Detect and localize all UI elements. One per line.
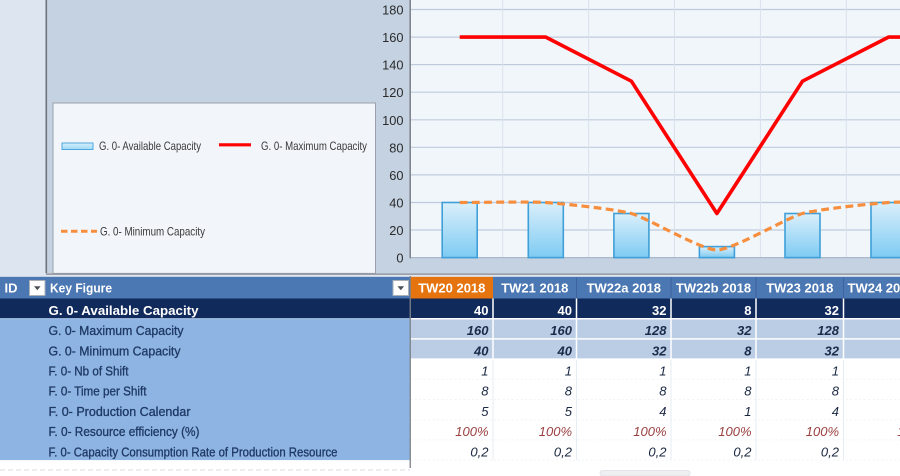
svg-text:F. 0- Capacity Consumption Rat: F. 0- Capacity Consumption Rate of Produ…: [49, 444, 338, 459]
svg-text:0,2: 0,2: [821, 444, 840, 459]
svg-text:ID: ID: [5, 281, 18, 296]
svg-text:40: 40: [557, 343, 573, 358]
svg-text:128: 128: [817, 323, 839, 338]
svg-text:1: 1: [481, 364, 488, 379]
svg-text:8: 8: [744, 343, 752, 358]
svg-text:1: 1: [659, 364, 666, 379]
svg-text:100: 100: [382, 113, 403, 128]
svg-text:40: 40: [389, 196, 403, 211]
svg-text:100%: 100%: [806, 424, 839, 439]
svg-text:G. 0- Available Capacity: G. 0- Available Capacity: [99, 139, 201, 153]
svg-text:0,2: 0,2: [648, 444, 667, 459]
svg-text:40: 40: [474, 303, 488, 318]
svg-text:32: 32: [825, 303, 839, 318]
svg-text:8: 8: [744, 303, 751, 318]
svg-text:100%: 100%: [897, 424, 900, 439]
svg-text:TW22a 2018: TW22a 2018: [587, 281, 661, 296]
svg-text:0,2: 0,2: [470, 444, 489, 459]
svg-text:F. 0- Resource efficiency (%): F. 0- Resource efficiency (%): [49, 424, 200, 439]
svg-text:32: 32: [737, 323, 752, 338]
svg-text:100%: 100%: [718, 424, 751, 439]
svg-text:G. 0- Maximum Capacity: G. 0- Maximum Capacity: [261, 139, 367, 153]
svg-text:0,2: 0,2: [554, 444, 573, 459]
svg-text:100%: 100%: [633, 424, 666, 439]
svg-text:Key Figure: Key Figure: [50, 281, 112, 296]
svg-text:8: 8: [744, 384, 752, 399]
svg-text:G. 0- Available Capacity: G. 0- Available Capacity: [49, 303, 200, 318]
svg-text:4: 4: [832, 404, 839, 419]
svg-text:32: 32: [652, 343, 667, 358]
svg-text:8: 8: [565, 384, 573, 399]
svg-text:180: 180: [382, 3, 403, 18]
svg-text:32: 32: [652, 303, 666, 318]
svg-text:8: 8: [481, 384, 489, 399]
svg-text:160: 160: [550, 323, 572, 338]
svg-text:TW20 2018: TW20 2018: [418, 281, 485, 296]
svg-text:128: 128: [645, 323, 667, 338]
svg-text:8: 8: [659, 384, 667, 399]
svg-text:40: 40: [558, 303, 572, 318]
svg-text:1: 1: [565, 364, 572, 379]
svg-text:100%: 100%: [455, 424, 488, 439]
svg-text:1: 1: [832, 364, 839, 379]
svg-text:TW21 2018: TW21 2018: [501, 281, 568, 296]
svg-text:140: 140: [382, 58, 403, 73]
svg-text:1: 1: [744, 404, 751, 419]
svg-text:0: 0: [396, 251, 403, 266]
svg-text:G. 0- Maximum Capacity: G. 0- Maximum Capacity: [49, 323, 184, 338]
svg-text:5: 5: [481, 404, 489, 419]
svg-text:120: 120: [382, 85, 403, 100]
svg-text:60: 60: [389, 168, 403, 183]
svg-text:TW22b 2018: TW22b 2018: [676, 281, 751, 296]
svg-text:160: 160: [382, 30, 403, 45]
svg-text:TW23 2018: TW23 2018: [766, 281, 833, 296]
svg-text:40: 40: [473, 343, 489, 358]
svg-text:160: 160: [467, 323, 489, 338]
svg-text:G. 0- Minimum Capacity: G. 0- Minimum Capacity: [49, 343, 181, 358]
svg-text:100%: 100%: [539, 424, 572, 439]
svg-text:0,2: 0,2: [733, 444, 752, 459]
svg-text:80: 80: [389, 140, 403, 155]
svg-text:F. 0- Production Calendar: F. 0- Production Calendar: [49, 404, 192, 419]
svg-text:8: 8: [832, 384, 840, 399]
svg-text:5: 5: [565, 404, 573, 419]
svg-text:32: 32: [825, 343, 840, 358]
svg-text:4: 4: [659, 404, 666, 419]
svg-text:G. 0- Minimum Capacity: G. 0- Minimum Capacity: [100, 225, 205, 239]
svg-text:F. 0- Time per Shift: F. 0- Time per Shift: [49, 384, 147, 399]
svg-text:F. 0- Nb of Shift: F. 0- Nb of Shift: [49, 364, 129, 379]
svg-text:1: 1: [744, 364, 751, 379]
svg-text:20: 20: [389, 223, 403, 238]
svg-text:TW24 2018: TW24 2018: [848, 281, 900, 296]
